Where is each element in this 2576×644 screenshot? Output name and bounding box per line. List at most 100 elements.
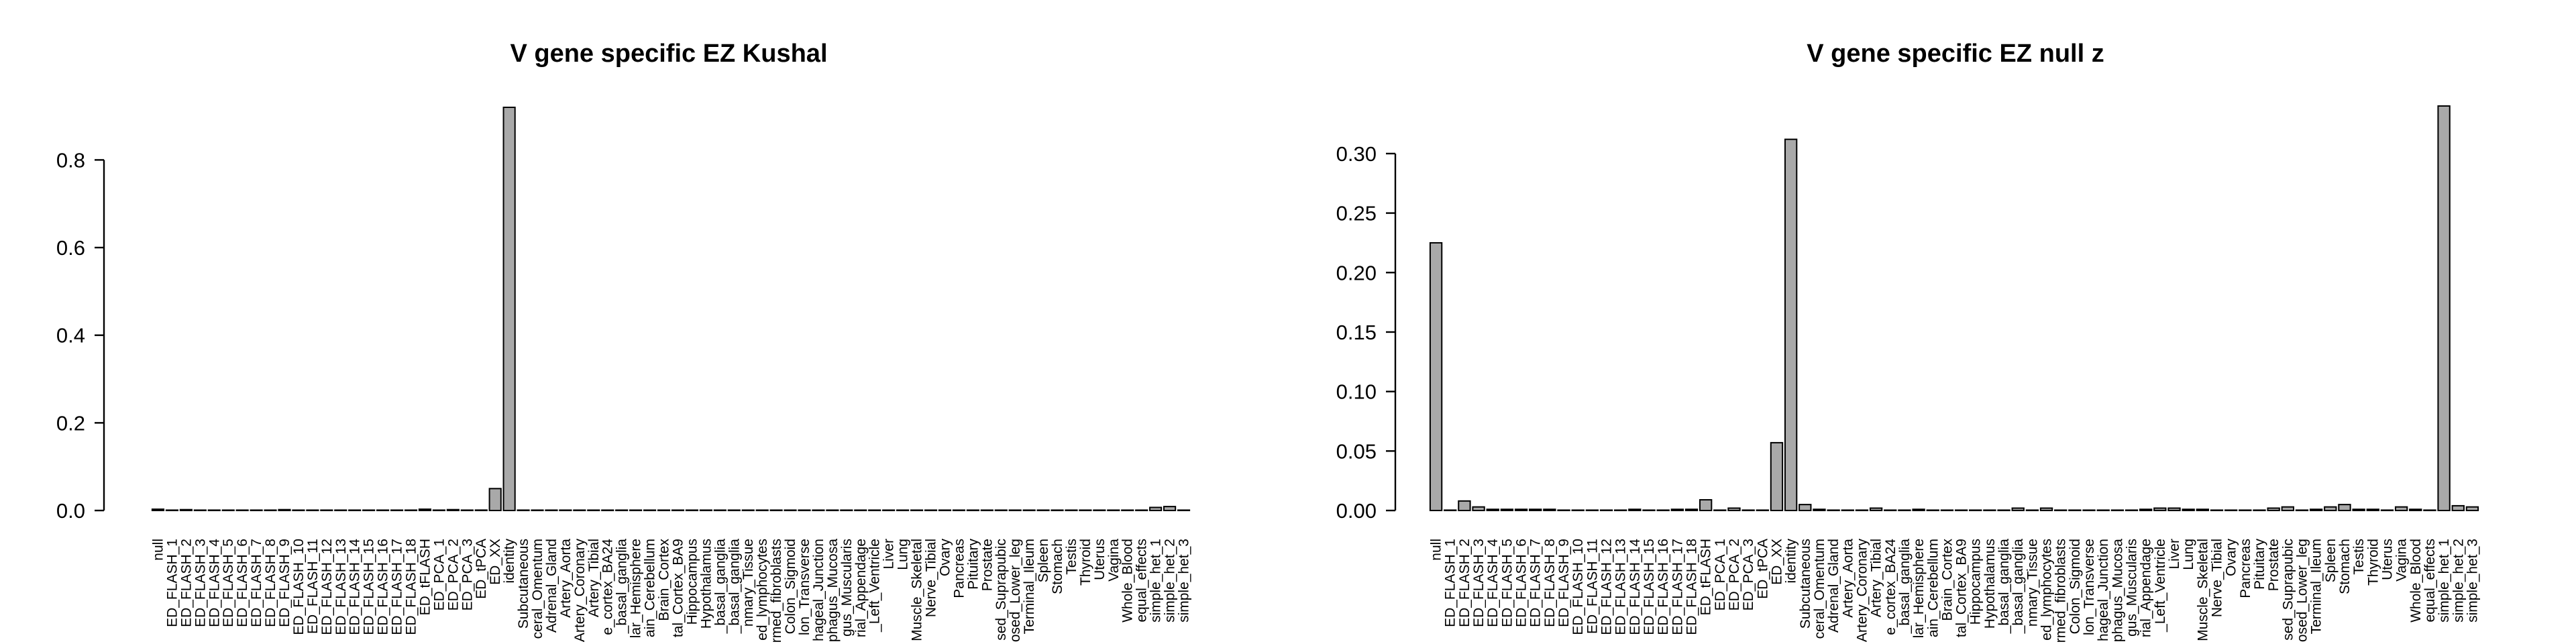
bar — [1940, 509, 1954, 512]
x-tick-label: Hypothalamus — [1982, 539, 1998, 629]
x-tick-label: ED_FLASH_10 — [291, 539, 307, 635]
x-tick-label: ED_FLASH_8 — [263, 539, 278, 627]
bars — [1429, 105, 2479, 512]
bar — [713, 509, 727, 512]
bar — [1585, 509, 1599, 512]
bar — [2039, 507, 2053, 512]
bar — [2082, 509, 2096, 512]
x-tick-label: Stomach — [1050, 539, 1065, 594]
x-tick-label: ED_FLASH_16 — [376, 539, 391, 635]
bar — [1983, 509, 1996, 512]
x-axis-labels: nullED_FLASH_1ED_FLASH_2ED_FLASH_3ED_FLA… — [1429, 539, 2481, 643]
bar — [235, 509, 249, 512]
bar — [1135, 509, 1148, 512]
x-tick-label: e_cortex_BA24 — [1883, 539, 1898, 635]
x-tick-label: ED_FLASH_11 — [305, 539, 321, 634]
x-tick-label: ED_tFLASH — [1699, 539, 1714, 615]
chart-null-z: V gene specific EZ null z 0.000.050.100.… — [1336, 40, 2481, 643]
x-tick-label: simple_het_2 — [2451, 539, 2466, 623]
bar — [1163, 506, 1177, 512]
x-tick-label: Liver — [2167, 539, 2182, 570]
bar — [573, 509, 586, 512]
x-tick-label: ED_FLASH_4 — [1485, 539, 1501, 627]
bar — [2281, 506, 2294, 511]
bar — [1784, 138, 1798, 512]
bar — [348, 509, 362, 512]
bar — [1684, 508, 1699, 511]
x-tick-label: ED_FLASH_18 — [1684, 539, 1700, 635]
bar — [587, 509, 600, 512]
chart-kushal: V gene specific EZ Kushal 0.00.20.40.60.… — [56, 40, 1192, 643]
x-tick-label: identity — [502, 539, 517, 584]
bar — [545, 509, 558, 512]
bar — [1855, 509, 1869, 512]
x-tick-label: ED_FLASH_5 — [1499, 539, 1515, 627]
bar — [264, 509, 277, 512]
x-tick-label: simple_het_2 — [1163, 539, 1178, 623]
bar — [699, 509, 712, 512]
x-tick-label: hageal_Junction — [811, 539, 826, 641]
y-tick-label: 0.10 — [1336, 380, 1377, 404]
bar — [980, 509, 994, 512]
x-tick-label: rmed_fibroblasts — [2053, 539, 2069, 643]
bar — [2380, 509, 2394, 512]
bar — [2324, 506, 2337, 511]
x-tick-label: ed_lymphocytes — [2039, 539, 2055, 641]
bar — [1642, 509, 1656, 512]
bar — [1756, 509, 1769, 512]
bar — [1121, 509, 1134, 512]
bar — [741, 509, 755, 512]
x-tick-label: ED_tPCA — [1755, 539, 1770, 599]
x-tick-label: Artery_Aorta — [558, 539, 574, 618]
bar — [2025, 509, 2039, 512]
bar — [179, 508, 193, 512]
bar — [2096, 509, 2110, 512]
x-tick-label: ED_FLASH_9 — [1556, 539, 1572, 627]
x-tick-label: ED_FLASH_12 — [319, 539, 335, 635]
x-axis-labels: nullED_FLASH_1ED_FLASH_2ED_FLASH_3ED_FLA… — [150, 539, 1191, 643]
bar — [2239, 509, 2252, 512]
bar — [418, 508, 432, 512]
bar — [221, 509, 235, 512]
x-tick-label: Liver — [881, 539, 897, 570]
bar — [1770, 441, 1784, 511]
bar — [362, 509, 376, 512]
bar — [2295, 509, 2309, 512]
bar — [812, 509, 825, 512]
bar — [2352, 508, 2365, 511]
x-tick-label: ED_XX — [1769, 539, 1784, 585]
bar — [1813, 508, 1826, 511]
x-tick-label: Muscle_Skeletal — [2195, 539, 2210, 641]
bar — [882, 509, 896, 512]
x-tick-label: Artery_Coronary — [572, 539, 588, 643]
x-tick-label: Vagina — [2394, 539, 2410, 582]
x-tick-label: null — [1429, 539, 1444, 561]
x-tick-label: Uterus — [2379, 539, 2395, 580]
x-tick-label: ceral_Omentum — [1812, 539, 1827, 639]
bar — [1969, 509, 1982, 512]
bar — [1051, 509, 1064, 512]
x-tick-label: Subcutaneous — [1798, 539, 1813, 629]
bar — [2196, 508, 2210, 511]
bar — [278, 508, 291, 512]
x-tick-label: Ovary — [2224, 539, 2239, 577]
x-tick-label: _Left_Ventricle — [2153, 539, 2168, 633]
bar — [390, 509, 404, 512]
bar — [1656, 509, 1670, 512]
x-tick-label: _basal_ganglia — [1996, 539, 2012, 635]
bar — [151, 508, 165, 512]
bar — [460, 509, 474, 512]
bar — [2210, 509, 2224, 512]
bar — [2068, 509, 2082, 512]
bar — [1458, 500, 1471, 512]
bar — [404, 509, 418, 512]
x-tick-label: osed_Lower_leg — [1008, 539, 1023, 642]
x-tick-label: simple_het_1 — [2436, 539, 2452, 623]
x-tick-label: sed_Suprapubic — [2280, 539, 2296, 641]
x-tick-label: Hypothalamus — [698, 539, 714, 629]
x-tick-label: hageal_Junction — [2096, 539, 2111, 641]
x-tick-label: ED_FLASH_15 — [362, 539, 377, 635]
x-tick-label: ED_FLASH_13 — [333, 539, 349, 635]
x-tick-label: ED_FLASH_9 — [277, 539, 292, 627]
x-tick-label: Whole_Blood — [2408, 539, 2424, 623]
